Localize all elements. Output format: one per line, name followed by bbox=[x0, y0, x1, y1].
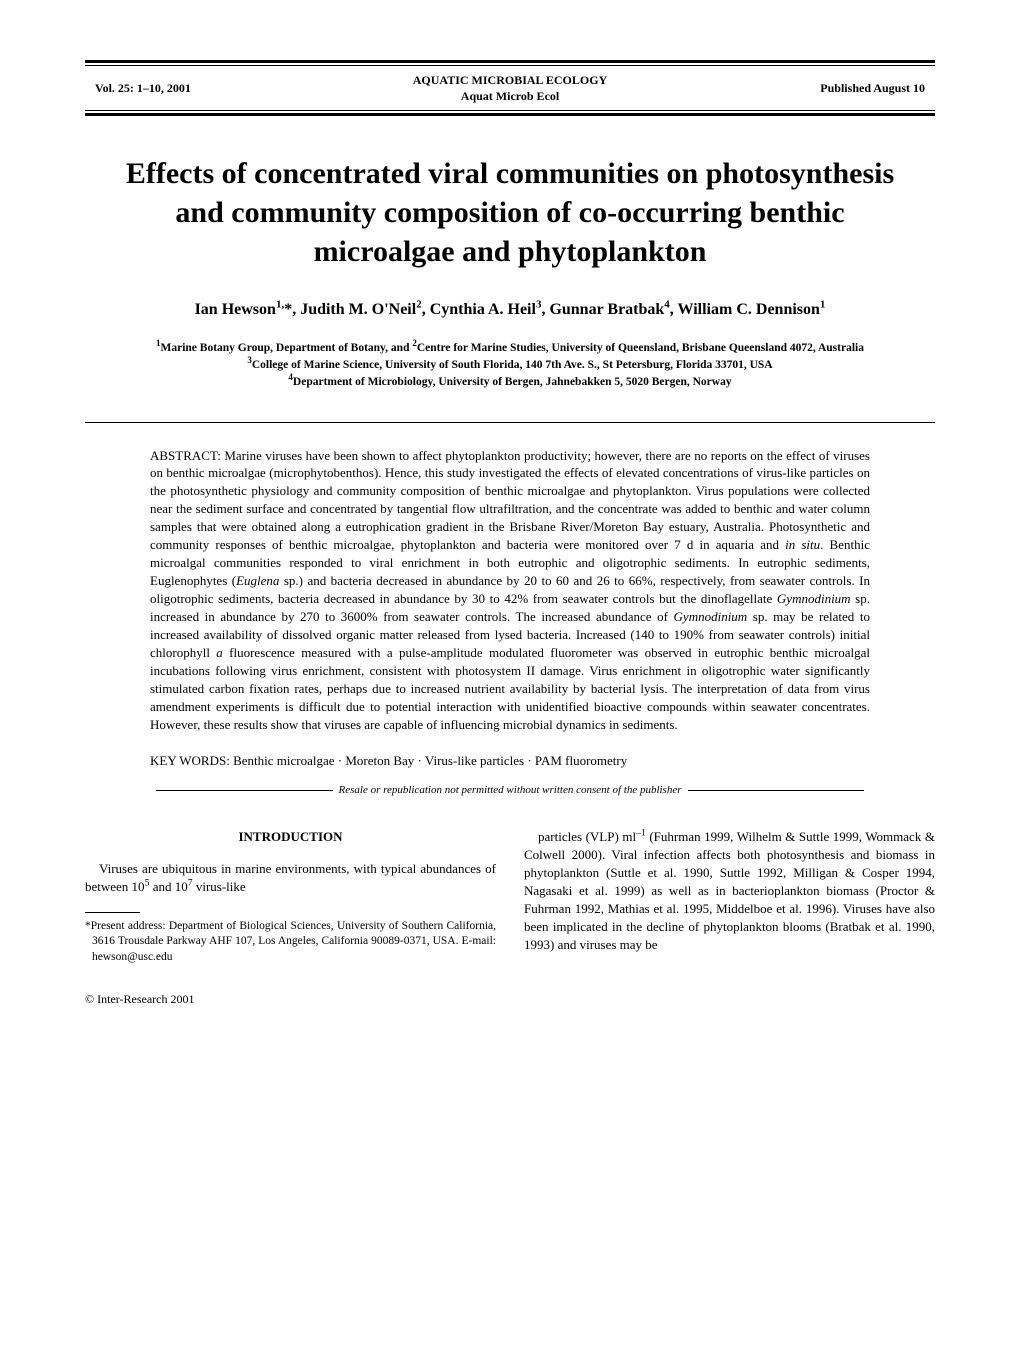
column-right: particles (VLP) ml–1 (Fuhrman 1999, Wilh… bbox=[524, 828, 935, 965]
journal-name-full: AQUATIC MICROBIAL ECOLOGY bbox=[372, 72, 649, 88]
abstract-label: ABSTRACT: bbox=[150, 448, 224, 463]
journal-name-short: Aquat Microb Ecol bbox=[372, 88, 649, 104]
publish-date: Published August 10 bbox=[648, 80, 925, 96]
copyright: © Inter-Research 2001 bbox=[85, 991, 935, 1007]
intro-paragraph-left: Viruses are ubiquitous in marine environ… bbox=[85, 860, 496, 896]
journal-header-block: Vol. 25: 1–10, 2001 AQUATIC MICROBIAL EC… bbox=[85, 60, 935, 116]
journal-header-inner: Vol. 25: 1–10, 2001 AQUATIC MICROBIAL EC… bbox=[85, 65, 935, 111]
column-left: INTRODUCTION Viruses are ubiquitous in m… bbox=[85, 828, 496, 965]
introduction-heading: INTRODUCTION bbox=[85, 828, 496, 846]
abstract: ABSTRACT: Marine viruses have been shown… bbox=[150, 447, 870, 734]
article-title: Effects of concentrated viral communitie… bbox=[105, 154, 915, 271]
journal-names: AQUATIC MICROBIAL ECOLOGY Aquat Microb E… bbox=[372, 72, 649, 104]
keywords-label: KEY WORDS: bbox=[150, 753, 233, 768]
body-columns: INTRODUCTION Viruses are ubiquitous in m… bbox=[85, 828, 935, 965]
volume-info: Vol. 25: 1–10, 2001 bbox=[95, 80, 372, 96]
affiliations: 1Marine Botany Group, Department of Bota… bbox=[125, 340, 895, 392]
keywords-text: Benthic microalgae · Moreton Bay · Virus… bbox=[233, 753, 627, 768]
abstract-text: Marine viruses have been shown to affect… bbox=[150, 448, 870, 732]
keywords: KEY WORDS: Benthic microalgae · Moreton … bbox=[150, 752, 870, 770]
divider-top bbox=[85, 422, 935, 423]
intro-paragraph-right: particles (VLP) ml–1 (Fuhrman 1999, Wilh… bbox=[524, 828, 935, 954]
resale-notice-text: Resale or republication not permitted wi… bbox=[339, 783, 682, 798]
authors: Ian Hewson1,*, Judith M. O'Neil2, Cynthi… bbox=[85, 299, 935, 321]
footnote-separator bbox=[85, 912, 140, 913]
corresponding-author-footnote: *Present address: Department of Biologic… bbox=[85, 919, 496, 966]
resale-notice: Resale or republication not permitted wi… bbox=[150, 783, 870, 798]
